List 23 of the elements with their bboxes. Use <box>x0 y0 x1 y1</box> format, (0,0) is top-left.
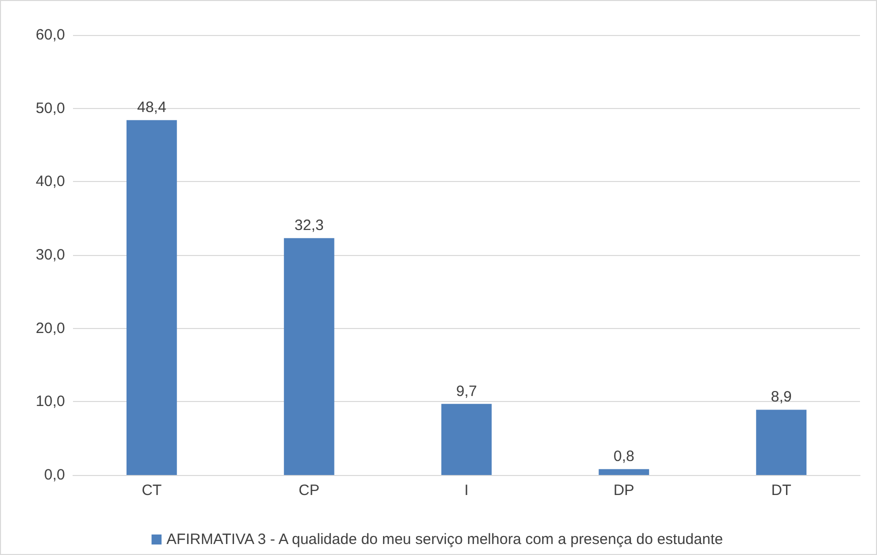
x-tick-label: I <box>464 482 469 499</box>
x-tick-label: DT <box>771 482 792 499</box>
data-label: 48,4 <box>137 99 166 116</box>
data-label: 8,9 <box>770 388 792 406</box>
y-tick-label: 30,0 <box>36 246 65 264</box>
bar <box>441 404 492 475</box>
legend-label: AFIRMATIVA 3 - A qualidade do meu serviço melhora com a presença do estudante <box>166 531 723 548</box>
bar <box>598 469 650 475</box>
bar <box>756 410 806 475</box>
y-tick-label: 10,0 <box>36 393 65 410</box>
data-label: 32,3 <box>294 217 324 234</box>
x-tick-label: CT <box>142 482 162 499</box>
x-tick-label: DP <box>613 482 634 499</box>
y-tick-label: 50,0 <box>36 100 65 117</box>
bar <box>284 238 334 475</box>
y-tick-label: 40,0 <box>36 173 65 190</box>
x-tick-label: CP <box>298 482 320 499</box>
data-label: 0,8 <box>613 448 634 466</box>
y-tick-label: 0,0 <box>44 466 65 484</box>
data-label: 9,7 <box>456 382 477 400</box>
y-tick-label: 60,0 <box>36 26 65 44</box>
bar <box>126 120 177 475</box>
y-tick-label: 20,0 <box>36 320 65 337</box>
